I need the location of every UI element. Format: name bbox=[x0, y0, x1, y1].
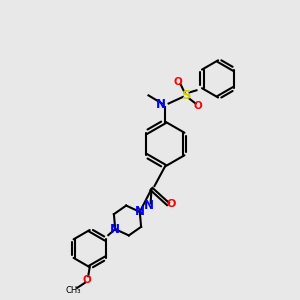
Text: N: N bbox=[143, 199, 154, 212]
Text: O: O bbox=[167, 199, 176, 209]
Text: CH₃: CH₃ bbox=[65, 286, 81, 295]
Text: N: N bbox=[135, 206, 145, 218]
Text: N: N bbox=[156, 98, 166, 112]
Text: S: S bbox=[182, 89, 191, 102]
Text: N: N bbox=[110, 223, 120, 236]
Text: O: O bbox=[83, 275, 92, 285]
Text: O: O bbox=[194, 101, 202, 111]
Text: O: O bbox=[174, 77, 183, 87]
